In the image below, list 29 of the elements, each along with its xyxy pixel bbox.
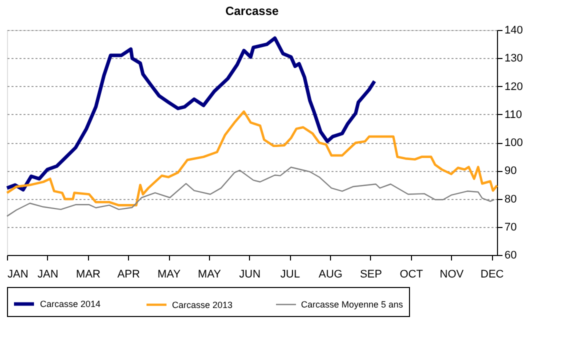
x-tick-label: MAY — [198, 268, 222, 280]
legend-label: Carcasse 2013 — [172, 300, 233, 310]
y-tick-label: 140 — [504, 24, 523, 36]
legend-label: Carcasse Moyenne 5 ans — [301, 300, 404, 310]
x-tick-label: OCT — [400, 268, 424, 280]
x-tick-label: MAY — [158, 268, 182, 280]
y-tick-label: 100 — [504, 137, 523, 149]
x-tick-label: JUL — [280, 268, 300, 280]
x-tick-label: JAN — [37, 268, 58, 280]
y-tick-label: 130 — [504, 52, 523, 65]
y-tick-label: 80 — [504, 193, 517, 206]
x-tick-label: AUG — [318, 268, 342, 280]
x-tick-label: SEP — [360, 268, 382, 280]
line-series — [6, 110, 498, 206]
y-tick-label: 120 — [504, 80, 523, 93]
x-tick-label: MAR — [76, 268, 101, 280]
x-tick-label: APR — [117, 268, 140, 280]
x-tick-label: DEC — [480, 268, 504, 280]
y-tick-label: 90 — [504, 165, 517, 178]
y-tick-label: 70 — [504, 221, 517, 234]
line-series — [5, 36, 376, 192]
y-tick-label: 110 — [504, 108, 522, 121]
chart-title: Carcasse — [225, 4, 280, 18]
x-tick-label: NOV — [440, 268, 464, 280]
y-tick-label: 60 — [504, 250, 517, 262]
x-tick-label: JAN — [8, 268, 28, 280]
legend-label: Carcasse 2014 — [40, 299, 101, 309]
x-tick-label: JUN — [239, 268, 261, 280]
line-series — [6, 166, 495, 217]
